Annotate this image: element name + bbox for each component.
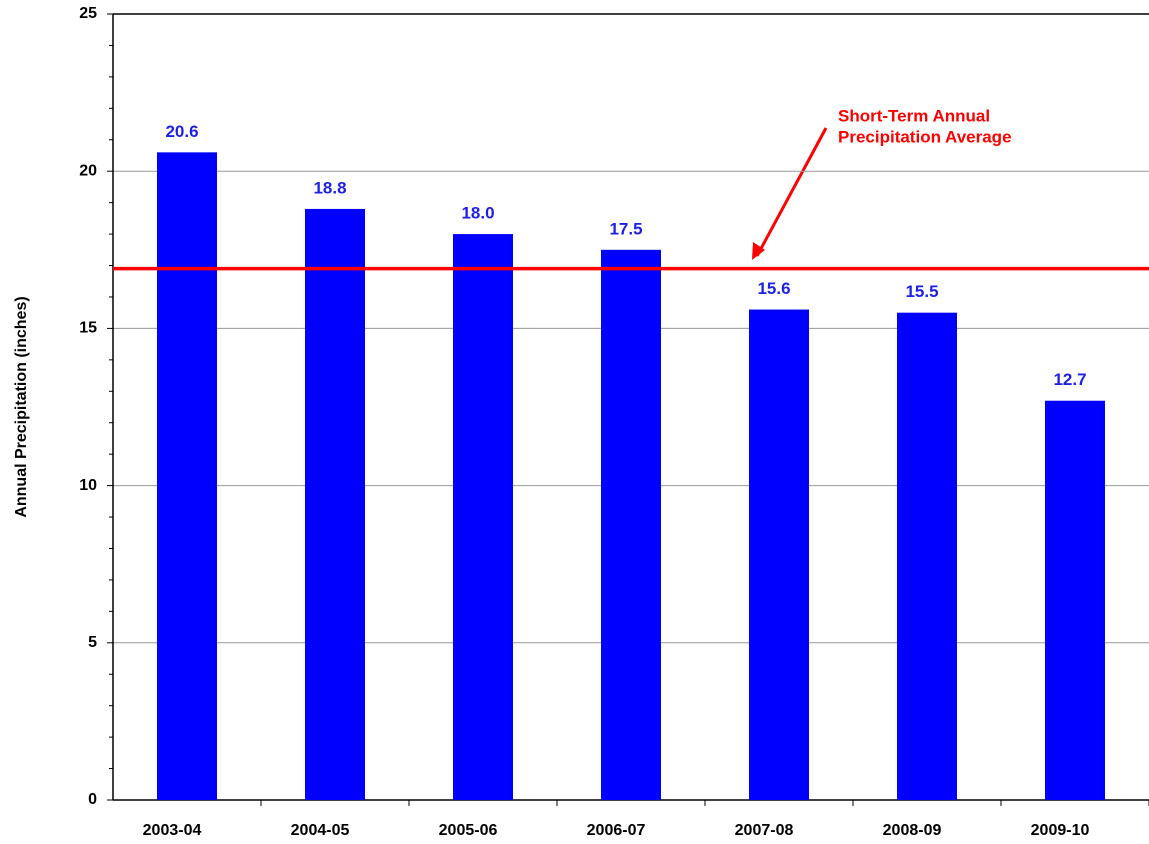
annotation-arrow [755, 127, 828, 257]
y-tick-label: 5 [88, 634, 97, 651]
bar [157, 152, 217, 800]
bar [601, 249, 661, 801]
y-tick-label: 0 [88, 791, 97, 808]
bar [1045, 400, 1105, 800]
value-label: 18.0 [461, 204, 494, 223]
value-label: 17.5 [609, 219, 642, 238]
y-tick-label: 20 [79, 162, 97, 179]
value-label: 20.6 [165, 122, 198, 141]
bar [305, 208, 365, 801]
x-tick-label: 2003-04 [143, 822, 202, 839]
y-axis-label: Annual Precipitation (inches) [13, 296, 30, 517]
value-label: 15.6 [757, 279, 790, 298]
x-tick-label: 2006-07 [587, 822, 646, 839]
bar [897, 312, 957, 800]
bar [749, 309, 809, 800]
x-tick-label: 2008-09 [883, 822, 942, 839]
y-tick-label: 25 [79, 5, 97, 22]
annotation-arrowhead [752, 242, 765, 260]
reference-label: Short-Term Annual [838, 106, 990, 125]
y-tick-label: 15 [79, 320, 97, 337]
value-label: 15.5 [905, 282, 938, 301]
y-tick-label: 10 [79, 477, 97, 494]
reference-label: Precipitation Average [838, 127, 1012, 146]
x-tick-label: 2009-10 [1031, 822, 1090, 839]
value-label: 18.8 [313, 178, 346, 197]
x-tick-label: 2007-08 [735, 822, 794, 839]
x-tick-label: 2005-06 [439, 822, 498, 839]
bar [453, 234, 513, 800]
value-label: 12.7 [1053, 370, 1086, 389]
x-tick-label: 2004-05 [291, 822, 350, 839]
